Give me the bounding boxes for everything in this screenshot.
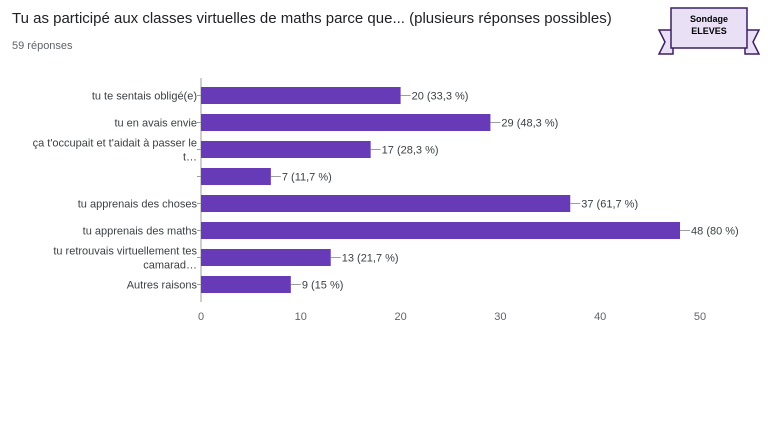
category-label: tu en avais envie	[114, 118, 197, 130]
bar	[201, 222, 681, 239]
survey-badge: Sondage ELEVES	[655, 4, 763, 62]
x-tick-label: 50	[694, 311, 706, 323]
category-label: Autres raisons	[127, 280, 198, 292]
data-label: 29 (48,3 %)	[501, 118, 558, 130]
badge-line-2: ELEVES	[691, 26, 727, 36]
question-title: Tu as participé aux classes virtuelles d…	[12, 10, 612, 27]
bar	[201, 276, 291, 293]
bar	[201, 249, 331, 266]
data-label: 20 (33,3 %)	[412, 91, 469, 103]
category-label: tu apprenais des choses	[78, 199, 198, 211]
data-label: 37 (61,7 %)	[581, 199, 638, 211]
bar	[201, 195, 571, 212]
ribbon-banner-icon	[657, 7, 761, 55]
category-label: tu te sentais obligé(e)	[92, 91, 197, 103]
data-label: 48 (80 %)	[691, 226, 739, 238]
category-label: t…	[183, 152, 197, 164]
category-label: ça t'occupait et t'aidait à passer le	[33, 138, 197, 150]
x-tick-label: 40	[594, 311, 606, 323]
category-label: tu apprenais des maths	[83, 226, 198, 238]
data-label: 17 (28,3 %)	[382, 145, 439, 157]
x-tick-label: 20	[394, 311, 406, 323]
x-tick-label: 0	[198, 311, 204, 323]
x-tick-label: 10	[295, 311, 307, 323]
data-label: 13 (21,7 %)	[342, 253, 399, 265]
x-tick-label: 30	[494, 311, 506, 323]
bar	[201, 141, 371, 158]
bar	[201, 168, 271, 185]
badge-line-1: Sondage	[689, 14, 728, 24]
bar	[201, 114, 491, 131]
response-count: 59 réponses	[12, 40, 73, 52]
category-label: camarad…	[143, 260, 197, 272]
data-label: 7 (11,7 %)	[282, 172, 332, 184]
bar	[201, 87, 401, 104]
data-label: 9 (15 %)	[302, 280, 344, 292]
bar-chart: tu te sentais obligé(e) 20 (33,3 %) tu en …	[33, 78, 739, 323]
category-label: tu retrouvais virtuellement tes	[53, 246, 197, 258]
